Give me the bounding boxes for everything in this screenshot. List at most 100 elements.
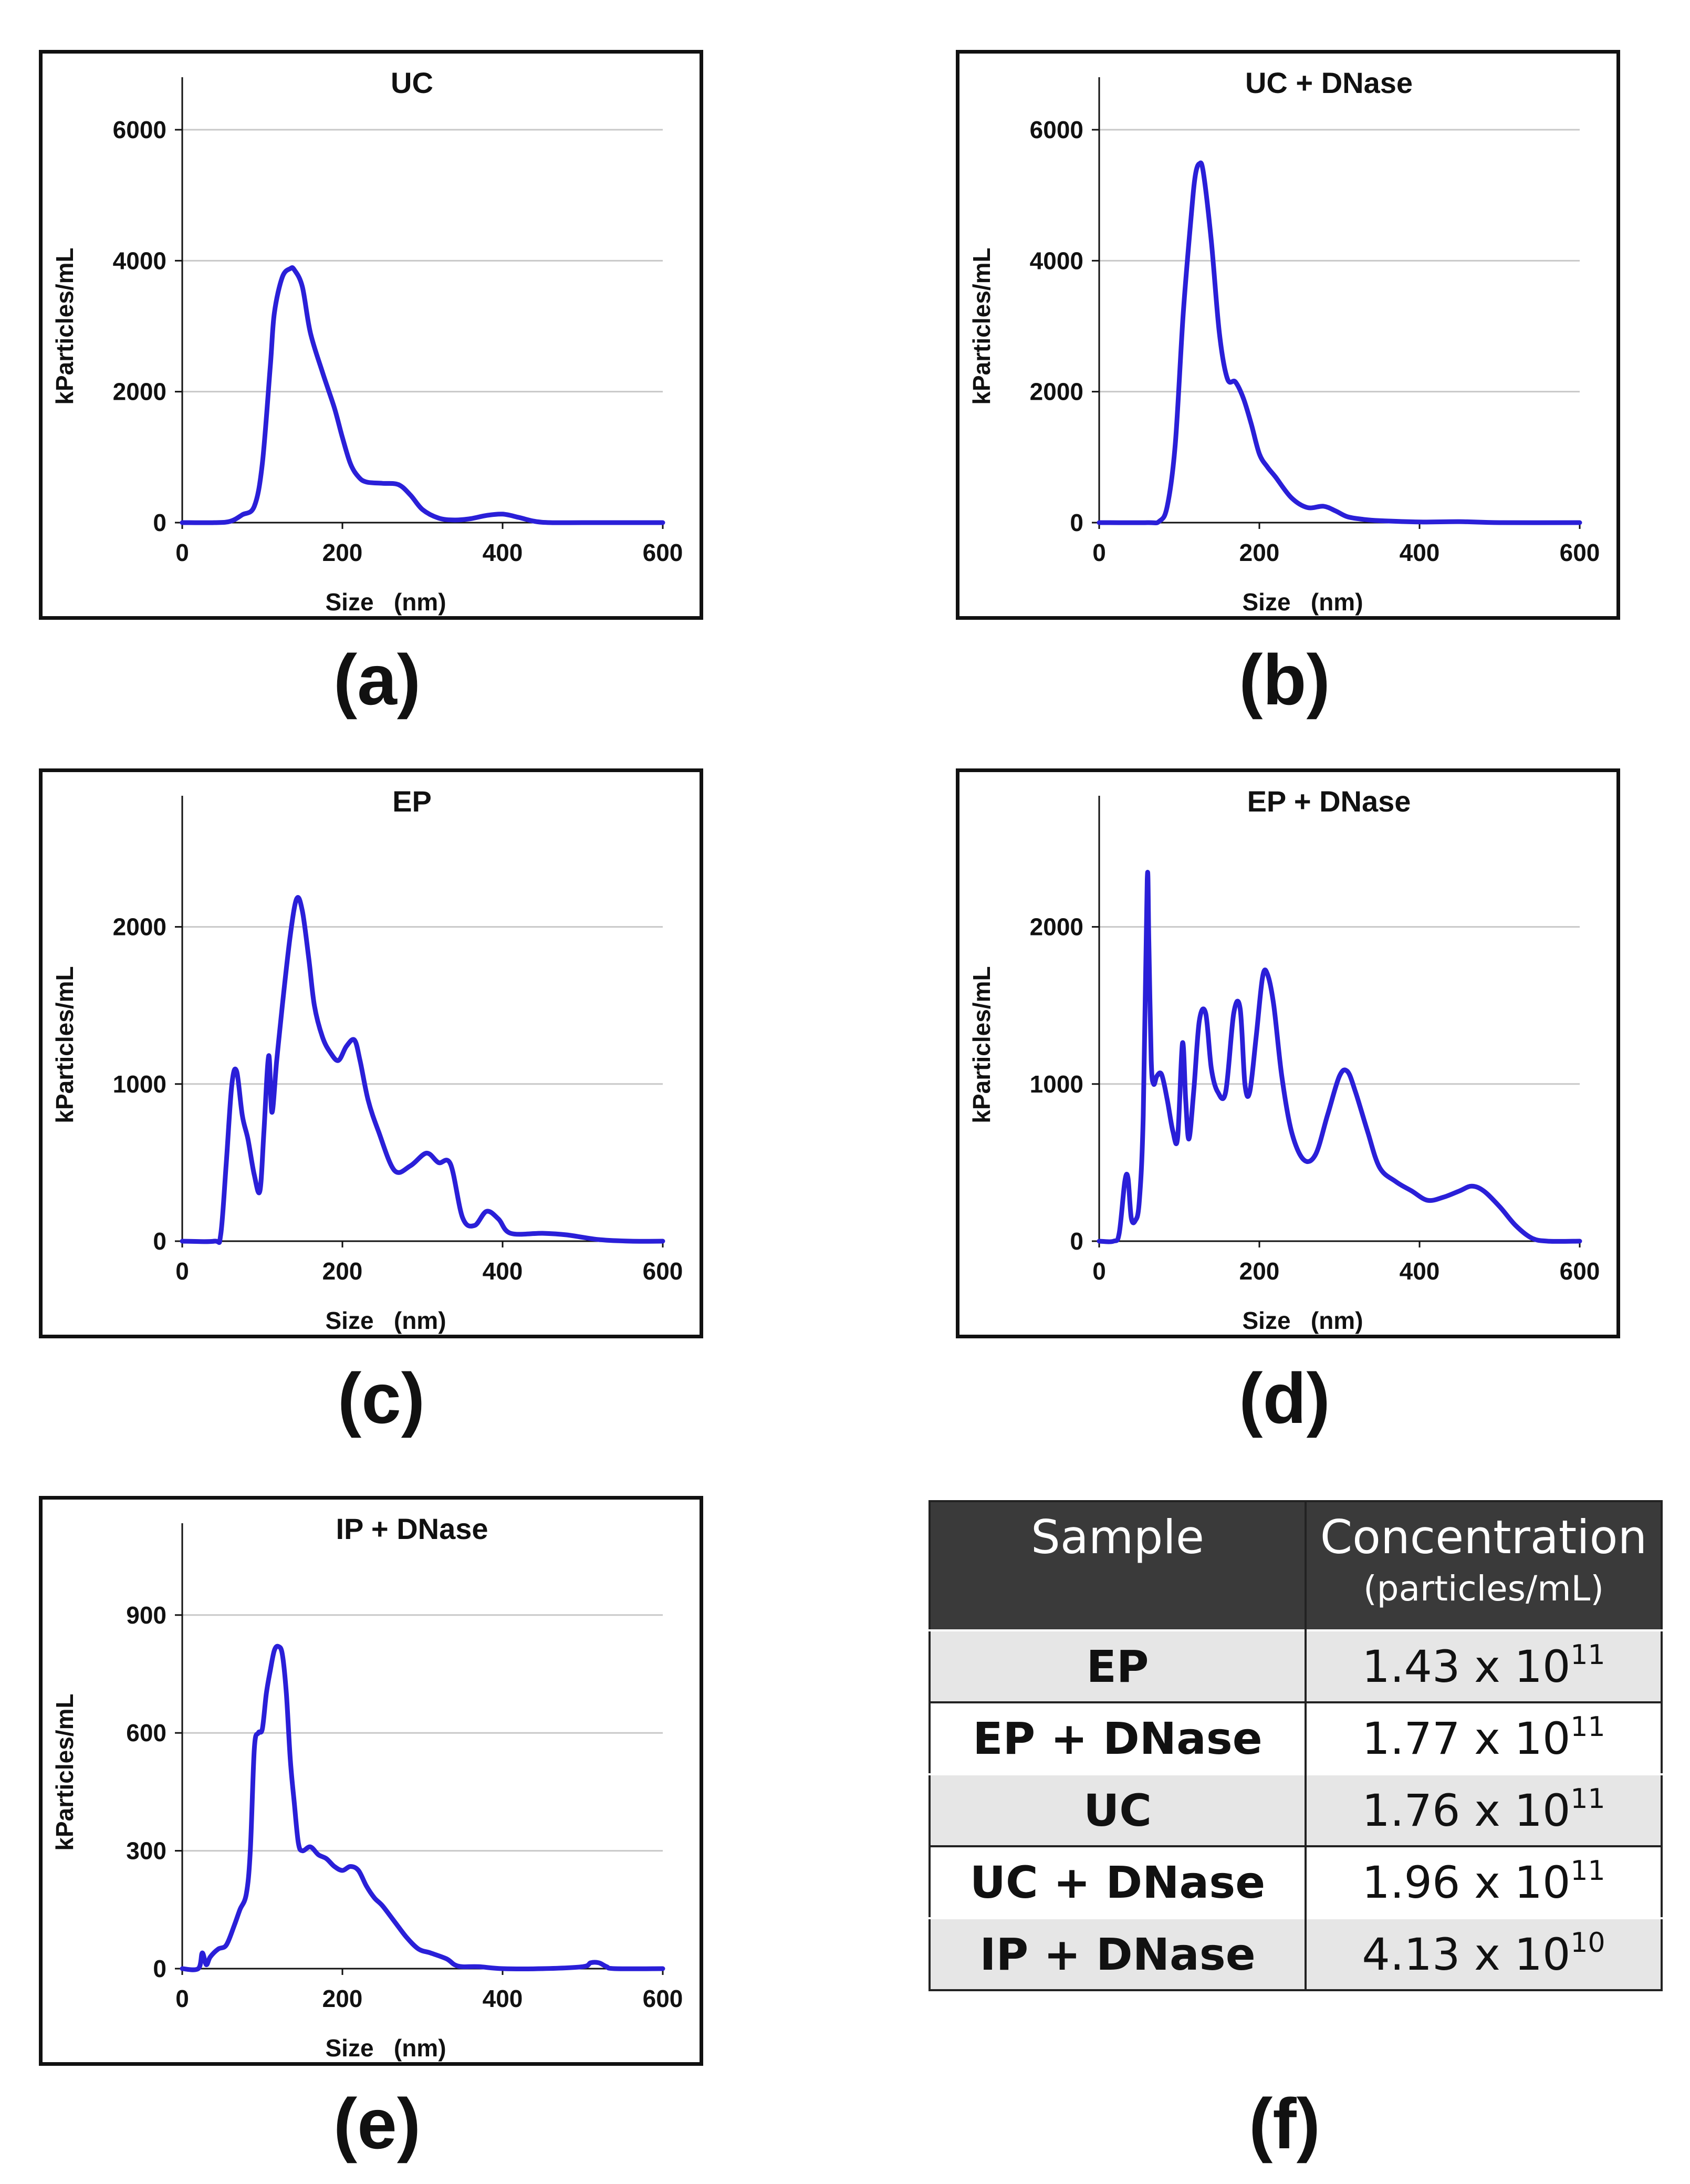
sample-cell: UC + DNase [930,1845,1307,1918]
panel-label-b: (b) [1239,640,1330,720]
chart-a-xtick-label: 400 [483,539,523,566]
chart-a-ytick-label: 2000 [113,378,166,405]
sample-cell: EP + DNase [930,1701,1307,1774]
chart-e-xtick-label: 600 [643,1985,683,2012]
panel-label-f: (f) [1249,2084,1320,2164]
chart-d-ylabel: kParticles/mL [968,966,995,1123]
chart-e-title: IP + DNase [336,1512,488,1545]
chart-a-svg: UC 0 2000 4000 6000 0 200 400 600 Size (nm) kParti… [51,66,683,616]
chart-e-xtick-label: 0 [175,1985,189,2012]
chart-b-ytick-label: 0 [1070,509,1083,536]
chart-c-series-line [180,895,665,1245]
concentration-mantissa: 1.43 x 10 [1362,1640,1571,1692]
chart-c-xtick-label: 200 [322,1257,363,1285]
chart-a-xtick-label: 0 [175,539,189,566]
chart-c-xtick-label: 0 [175,1257,189,1285]
chart-panel-d: EP + DNase 0 1000 2000 0 200 400 600 Size (nm) kP… [956,768,1620,1338]
concentration-mantissa: 1.76 x 10 [1362,1784,1571,1836]
chart-a-ytick-label: 4000 [113,247,166,274]
concentration-exponent: 10 [1570,1927,1605,1959]
chart-a-xlabel: Size (nm) [325,588,446,616]
chart-b-xlabel: Size (nm) [1242,588,1363,616]
chart-d-xtick-label: 400 [1400,1257,1440,1285]
chart-a-xtick-label: 200 [322,539,363,566]
chart-a-title: UC [391,66,433,99]
chart-b-ytick-label: 2000 [1030,378,1083,405]
chart-a-xtick-label: 600 [643,539,683,566]
concentration-mantissa: 1.96 x 10 [1362,1856,1571,1908]
chart-panel-e: IP + DNase 0 300 600 900 0 200 400 600 Size (nm) k… [39,1496,703,2066]
chart-e-ytick-label: 0 [153,1955,166,1982]
chart-a-ylabel: kParticles/mL [51,247,78,404]
chart-b-title: UC + DNase [1245,66,1413,99]
table-row: EP 1.43 x 1011 [930,1629,1662,1702]
chart-a-ytick-label: 6000 [113,116,166,143]
chart-c-xtick-label: 400 [483,1257,523,1285]
chart-e-series-line [180,1644,665,1972]
table-row: UC 1.76 x 1011 [930,1773,1662,1846]
chart-c-ytick-label: 1000 [113,1070,166,1098]
chart-d-xtick-label: 0 [1092,1257,1106,1285]
chart-e-ylabel: kParticles/mL [51,1693,78,1850]
chart-e-ytick-label: 300 [126,1837,166,1865]
concentration-cell: 1.43 x 1011 [1306,1629,1662,1702]
concentration-mantissa: 4.13 x 10 [1362,1928,1571,1980]
chart-e-xtick-label: 200 [322,1985,363,2012]
chart-b-ytick-label: 4000 [1030,247,1083,274]
chart-c-ytick-label: 0 [153,1228,166,1255]
chart-e-xlabel: Size (nm) [325,2034,446,2062]
chart-e-ytick-label: 600 [126,1719,166,1746]
chart-a-ytick-label: 0 [153,509,166,536]
header-concentration-label: Concentration [1320,1510,1647,1564]
chart-c-ylabel: kParticles/mL [51,966,78,1123]
chart-d-xtick-label: 600 [1560,1257,1600,1285]
concentration-cell: 1.96 x 1011 [1306,1845,1662,1918]
panel-label-d: (d) [1239,1358,1330,1438]
chart-e-ytick-label: 900 [126,1601,166,1629]
chart-d-svg: EP + DNase 0 1000 2000 0 200 400 600 Size (nm) kP… [968,785,1600,1334]
chart-d-xtick-label: 200 [1239,1257,1280,1285]
sample-cell: EP [930,1629,1307,1702]
header-sample-label: Sample [1031,1510,1204,1564]
chart-panel-c: EP 0 1000 2000 0 200 400 600 Size (nm) kParticles… [39,768,703,1338]
chart-b-xtick-label: 600 [1560,539,1600,566]
concentration-mantissa: 1.77 x 10 [1362,1712,1571,1764]
table-row: EP + DNase 1.77 x 1011 [930,1701,1662,1774]
concentration-cell: 4.13 x 1010 [1306,1917,1662,1990]
sample-cell: IP + DNase [930,1917,1307,1990]
header-units-label: (particles/mL) [1363,1568,1604,1609]
panel-label-e: (e) [333,2084,421,2164]
concentration-table: Sample Concentration (particles/mL) EP 1… [929,1500,1663,1991]
sample-cell: UC [930,1773,1307,1846]
table-row: UC + DNase 1.96 x 1011 [930,1845,1662,1918]
concentration-exponent: 11 [1570,1639,1605,1671]
chart-d-ytick-label: 2000 [1030,913,1083,941]
chart-b-ylabel: kParticles/mL [968,247,995,404]
panel-label-a: (a) [333,640,421,720]
chart-c-xlabel: Size (nm) [325,1307,446,1334]
chart-b-xtick-label: 0 [1092,539,1106,566]
chart-panel-a: UC 0 2000 4000 6000 0 200 400 600 Size (nm) kParti… [39,50,703,620]
table-row: IP + DNase 4.13 x 1010 [930,1917,1662,1990]
concentration-exponent: 11 [1570,1783,1605,1815]
chart-b-series-line [1097,160,1582,526]
chart-d-title: EP + DNase [1247,785,1411,818]
chart-b-xtick-label: 200 [1239,539,1280,566]
chart-c-svg: EP 0 1000 2000 0 200 400 600 Size (nm) kParticles… [51,785,683,1334]
chart-d-series-line [1097,870,1582,1244]
chart-d-ytick-label: 0 [1070,1228,1083,1255]
concentration-cell: 1.77 x 1011 [1306,1701,1662,1774]
chart-b-ytick-label: 6000 [1030,116,1083,143]
chart-c-title: EP [392,785,432,818]
table-header-row: Sample Concentration (particles/mL) [930,1501,1662,1630]
concentration-exponent: 11 [1570,1711,1605,1743]
header-sample: Sample [930,1501,1307,1630]
concentration-exponent: 11 [1570,1855,1605,1887]
chart-d-xlabel: Size (nm) [1242,1307,1363,1334]
header-concentration: Concentration (particles/mL) [1306,1501,1662,1630]
chart-d-ytick-label: 1000 [1030,1070,1083,1098]
panel-label-c: (c) [337,1358,425,1438]
chart-e-xtick-label: 400 [483,1985,523,2012]
chart-c-xtick-label: 600 [643,1257,683,1285]
chart-b-xtick-label: 400 [1400,539,1440,566]
